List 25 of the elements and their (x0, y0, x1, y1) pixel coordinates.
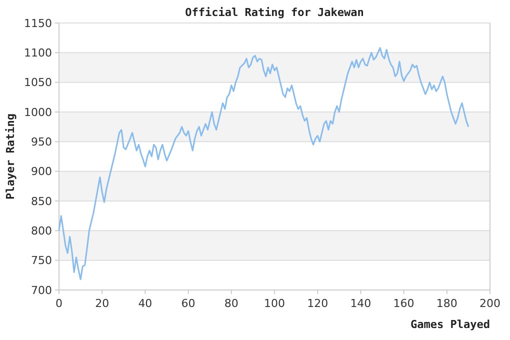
x-tick-label: 100 (264, 297, 285, 310)
y-tick-label: 800 (31, 224, 52, 238)
y-tick-label: 1100 (24, 46, 52, 60)
x-tick-label: 0 (56, 297, 62, 310)
x-tick-label: 180 (436, 297, 458, 310)
y-tick-label: 1000 (24, 106, 52, 119)
x-tick-label: 160 (393, 297, 414, 310)
y-tick-label: 1050 (24, 76, 52, 90)
x-tick-label: 120 (307, 297, 328, 310)
line-series (58, 47, 470, 280)
y-tick-label: 950 (31, 136, 52, 149)
x-tick-label: 20 (95, 297, 110, 310)
y-tick-label: 850 (31, 194, 52, 208)
x-axis-title: Games Played (410, 318, 490, 331)
chart-title: Official Rating for Jakewan (185, 6, 364, 19)
x-tick-label: 60 (181, 297, 196, 310)
y-tick-label: 900 (31, 165, 52, 178)
x-tick-label: 140 (350, 297, 372, 310)
x-tick-label: 40 (138, 297, 152, 310)
y-tick-label: 700 (31, 284, 52, 297)
y-axis-title: Player Rating (4, 113, 17, 200)
x-tick-label: 200 (480, 297, 500, 310)
y-tick-label: 1150 (24, 16, 52, 30)
y-tick-label: 750 (31, 254, 52, 268)
x-tick-label: 80 (224, 297, 238, 310)
